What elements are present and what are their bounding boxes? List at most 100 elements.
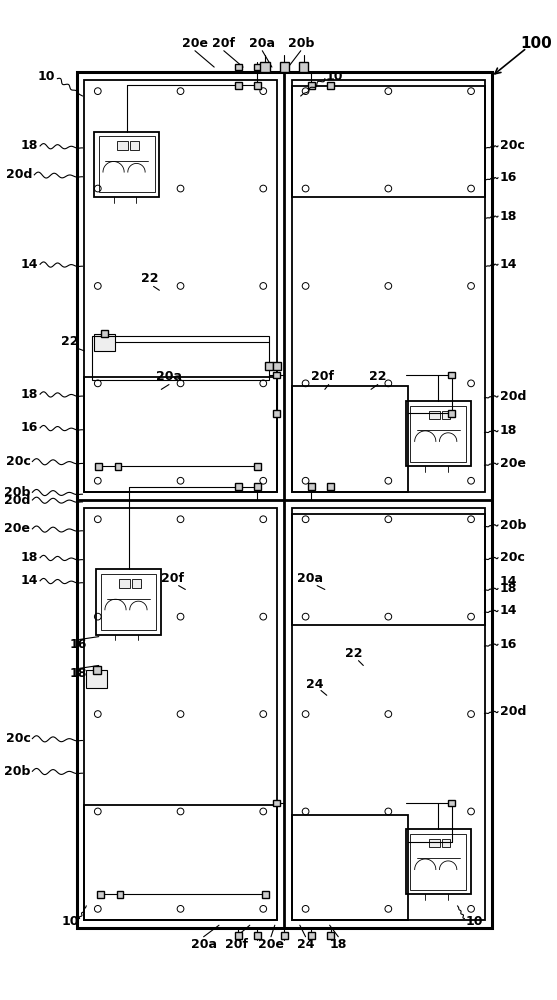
Text: 100: 100: [521, 36, 553, 51]
Text: 14: 14: [500, 604, 517, 617]
Text: 14: 14: [500, 258, 517, 271]
Text: 20b: 20b: [500, 519, 526, 532]
Text: 16: 16: [500, 638, 517, 651]
Bar: [292, 815, 408, 920]
Text: 20c: 20c: [500, 551, 525, 564]
Text: 16: 16: [500, 171, 517, 184]
Bar: [84, 508, 277, 920]
Bar: [442, 411, 450, 419]
Bar: [254, 932, 261, 939]
Bar: [405, 401, 471, 466]
Bar: [281, 932, 288, 939]
Text: 20a: 20a: [190, 938, 217, 951]
Text: 20d: 20d: [500, 390, 526, 403]
Text: 10: 10: [37, 70, 55, 83]
Text: 20d: 20d: [6, 168, 32, 181]
Bar: [130, 141, 139, 150]
Bar: [99, 136, 154, 192]
Bar: [442, 839, 450, 847]
Bar: [405, 829, 471, 894]
Bar: [327, 483, 334, 490]
Bar: [448, 410, 455, 417]
Bar: [235, 64, 242, 70]
Bar: [411, 406, 466, 462]
Text: 10: 10: [465, 915, 483, 928]
Bar: [428, 411, 440, 419]
Bar: [86, 670, 108, 688]
Text: 20f: 20f: [212, 37, 235, 50]
Text: 20c: 20c: [500, 139, 525, 152]
Bar: [254, 64, 261, 70]
Bar: [254, 483, 261, 490]
Bar: [292, 86, 485, 197]
Bar: [273, 372, 280, 378]
Text: 18: 18: [21, 551, 38, 564]
Text: 18: 18: [70, 667, 87, 680]
Text: 20e: 20e: [182, 37, 208, 50]
Text: 20f: 20f: [162, 572, 184, 585]
Bar: [448, 372, 455, 378]
Text: 20e: 20e: [500, 457, 526, 470]
Bar: [94, 132, 159, 197]
Text: 20e: 20e: [258, 938, 284, 951]
Text: 18: 18: [500, 424, 517, 437]
Text: 22: 22: [141, 272, 159, 285]
Text: 18: 18: [330, 938, 347, 951]
Text: 20b: 20b: [4, 486, 31, 499]
Text: 20c: 20c: [6, 732, 31, 745]
Bar: [115, 463, 121, 470]
Text: 22: 22: [61, 335, 79, 348]
Text: 22: 22: [345, 647, 363, 660]
Bar: [448, 800, 455, 806]
Bar: [254, 82, 261, 89]
Text: 24: 24: [297, 938, 314, 951]
Text: 20a: 20a: [250, 37, 275, 50]
Text: 14: 14: [21, 574, 38, 587]
Text: 18: 18: [500, 210, 517, 223]
Text: 20d: 20d: [500, 705, 526, 718]
Bar: [273, 362, 281, 370]
Bar: [273, 800, 280, 806]
Text: 20f: 20f: [311, 370, 334, 383]
Bar: [265, 362, 273, 370]
Text: 18: 18: [21, 388, 38, 401]
Bar: [94, 334, 115, 351]
Bar: [95, 463, 102, 470]
Text: 10: 10: [326, 70, 343, 83]
Bar: [119, 579, 130, 588]
Bar: [84, 80, 277, 492]
Bar: [101, 330, 109, 337]
Text: 20b: 20b: [287, 37, 314, 50]
Bar: [280, 62, 289, 72]
Bar: [292, 508, 485, 920]
Bar: [117, 141, 128, 150]
Bar: [97, 891, 104, 898]
Text: 24: 24: [306, 678, 324, 691]
Text: 20b: 20b: [4, 765, 31, 778]
Bar: [235, 932, 242, 939]
Bar: [308, 932, 315, 939]
Bar: [428, 839, 440, 847]
Bar: [84, 805, 277, 920]
Bar: [273, 410, 280, 417]
Text: 16: 16: [21, 421, 38, 434]
Text: 20e: 20e: [4, 522, 31, 535]
Bar: [292, 80, 485, 492]
Bar: [308, 82, 315, 89]
Bar: [235, 483, 242, 490]
Bar: [96, 569, 162, 635]
Bar: [93, 666, 101, 674]
Bar: [92, 336, 269, 380]
Text: 20f: 20f: [225, 938, 248, 951]
Text: 20d: 20d: [4, 494, 31, 507]
Text: 16: 16: [70, 638, 87, 651]
Text: 20a: 20a: [297, 572, 324, 585]
Bar: [132, 579, 140, 588]
Text: 14: 14: [21, 258, 38, 271]
Bar: [101, 574, 157, 630]
Bar: [411, 834, 466, 890]
Text: 18: 18: [21, 139, 38, 152]
Bar: [327, 932, 334, 939]
Bar: [308, 483, 315, 490]
Bar: [260, 62, 270, 72]
